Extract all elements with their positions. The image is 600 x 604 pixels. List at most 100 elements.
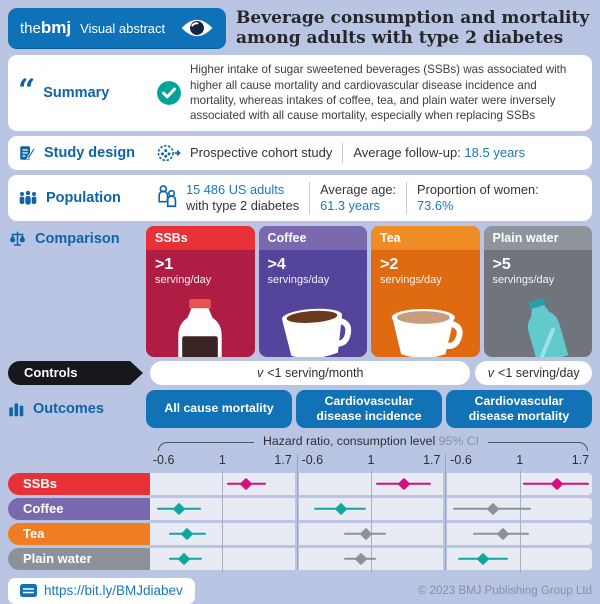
row-label: Tea <box>8 522 150 545</box>
outcomes-row: Outcomes All cause mortality Cardiovascu… <box>8 389 592 428</box>
people-icon <box>19 190 37 205</box>
age-label: Average age: <box>320 181 397 197</box>
point-diamond <box>239 477 253 491</box>
visual-abstract-label: Visual abstract <box>80 20 166 36</box>
forest-row: Plain water <box>8 544 593 573</box>
forest-cell <box>150 519 295 548</box>
axis-ticks: -0.6 1 1.7 <box>152 452 292 467</box>
divider <box>309 181 311 214</box>
tea-cup-icon <box>391 308 463 357</box>
bar-chart-icon <box>9 403 24 416</box>
soda-bottle-icon <box>178 298 222 357</box>
population-desc: with type 2 diabetes <box>186 197 300 213</box>
point-diamond <box>177 552 191 566</box>
outcomes-label: Outcomes <box>8 401 146 417</box>
outcome-cvd-mortality[interactable]: Cardiovascular disease mortality <box>446 389 592 428</box>
scales-icon <box>10 231 25 246</box>
point-diamond <box>359 527 373 541</box>
age-value: 61.3 years <box>320 197 380 213</box>
outcome-cvd-incidence[interactable]: Cardiovascular disease incidence <box>296 389 442 428</box>
followup-label: Average follow-up: <box>353 145 461 161</box>
copyright: © 2023 BMJ Publishing Group Ltd <box>417 584 592 597</box>
control-serving-day: v <1 serving/day <box>475 360 592 385</box>
footer: https://bit.ly/BMJdiabev © 2023 BMJ Publ… <box>8 577 592 604</box>
axis-row: -0.6 1 1.7 -0.6 1 1.7 -0.6 1 1.7 <box>8 453 592 470</box>
comparison-label: Comparison <box>8 230 146 248</box>
row-label: Coffee <box>8 497 150 520</box>
forest-cell <box>298 544 444 573</box>
card-amount: >2 <box>380 255 399 273</box>
forest-cell <box>150 544 295 573</box>
controls-row: Controls v <1 serving/month v <1 serving/d… <box>8 360 592 385</box>
point-diamond <box>476 552 490 566</box>
card-amount: >4 <box>267 255 286 273</box>
point-diamond <box>334 502 348 516</box>
forest-row: Tea <box>8 519 593 548</box>
quote-icon: “ <box>18 72 36 108</box>
forest-cell <box>447 494 593 523</box>
forest-cell <box>150 494 295 523</box>
coffee-cup-icon <box>281 308 351 357</box>
control-serving-month: v <1 serving/month <box>150 360 471 385</box>
check-icon <box>157 80 181 105</box>
point-diamond <box>354 552 368 566</box>
forest-cell <box>298 519 444 548</box>
point-diamond <box>550 477 564 491</box>
study-design-label: Study design <box>18 144 156 162</box>
panel-separator <box>444 453 446 570</box>
forest-rows: SSBs Coffee Tea Plain water <box>8 469 593 573</box>
hazard-ratio-title: Hazard ratio, consumption level 95% CI <box>254 433 488 448</box>
eye-icon <box>181 19 213 37</box>
point-diamond <box>496 527 510 541</box>
panel-separator <box>297 453 299 570</box>
header: thebmj Visual abstract Beverage consumpt… <box>8 8 592 49</box>
forest-cell <box>298 494 444 523</box>
water-bottle-icon <box>527 297 569 357</box>
summary-label: “ Summary <box>18 72 110 108</box>
summary-card: “ Summary Higher intake of sugar sweeten… <box>8 55 592 131</box>
card-unit: servings/day <box>380 273 442 286</box>
point-diamond <box>397 477 411 491</box>
outcome-all-cause-mortality[interactable]: All cause mortality <box>146 389 292 428</box>
comparison-card-coffee: Coffee >4 servings/day <box>258 225 367 357</box>
study-type: Prospective cohort study <box>190 145 333 161</box>
followup-value: 18.5 years <box>464 145 526 161</box>
bitly-link[interactable]: https://bit.ly/BMJdiabev <box>8 577 195 604</box>
forest-cell <box>298 469 444 498</box>
forest-cell <box>447 469 593 498</box>
point-diamond <box>181 527 194 541</box>
comparison-card-tea: Tea >2 servings/day <box>371 225 480 357</box>
plot-body: -0.6 1 1.7 -0.6 1 1.7 -0.6 1 1.7 SSBs Coffee Tea Pl… <box>8 453 593 573</box>
study-design-card: Study design Prospective cohort study Av… <box>8 135 592 170</box>
bmj-logo-box: thebmj Visual abstract <box>8 8 226 49</box>
divider <box>342 142 344 163</box>
row-label: Plain water <box>8 547 150 570</box>
point-diamond <box>172 502 186 516</box>
clipboard-pencil-icon <box>20 145 36 160</box>
forest-cell <box>150 469 295 498</box>
forest-cell <box>447 519 593 548</box>
forest-row: SSBs <box>8 469 593 498</box>
browser-icon <box>20 584 37 598</box>
comparison-card-plain-water: Plain water >5 servings/day <box>483 225 592 357</box>
card-unit: servings/day <box>267 273 330 286</box>
card-unit: servings/day <box>492 273 555 286</box>
summary-text: Higher intake of sugar sweetened beverag… <box>190 63 567 123</box>
card-amount: >1 <box>155 255 174 273</box>
controls-label: Controls <box>8 360 130 385</box>
cohort-icon <box>157 144 181 161</box>
controls-arrow <box>130 360 143 385</box>
card-title: Tea <box>371 225 480 250</box>
forest-row: Coffee <box>8 494 593 523</box>
population-label: Population <box>18 190 156 206</box>
two-adults-icon <box>158 184 177 207</box>
forest-cell <box>447 544 593 573</box>
comparison-section: Comparison SSBs >1 serving/day Coffee >4… <box>8 225 592 357</box>
bmj-logo: thebmj <box>20 18 72 38</box>
hazard-ratio-header: Hazard ratio, consumption level 95% CI <box>150 433 592 453</box>
divider <box>406 181 408 214</box>
axis-ticks: -0.6 1 1.7 <box>301 452 441 467</box>
card-title: Coffee <box>258 225 367 250</box>
axis-ticks: -0.6 1 1.7 <box>450 452 590 467</box>
